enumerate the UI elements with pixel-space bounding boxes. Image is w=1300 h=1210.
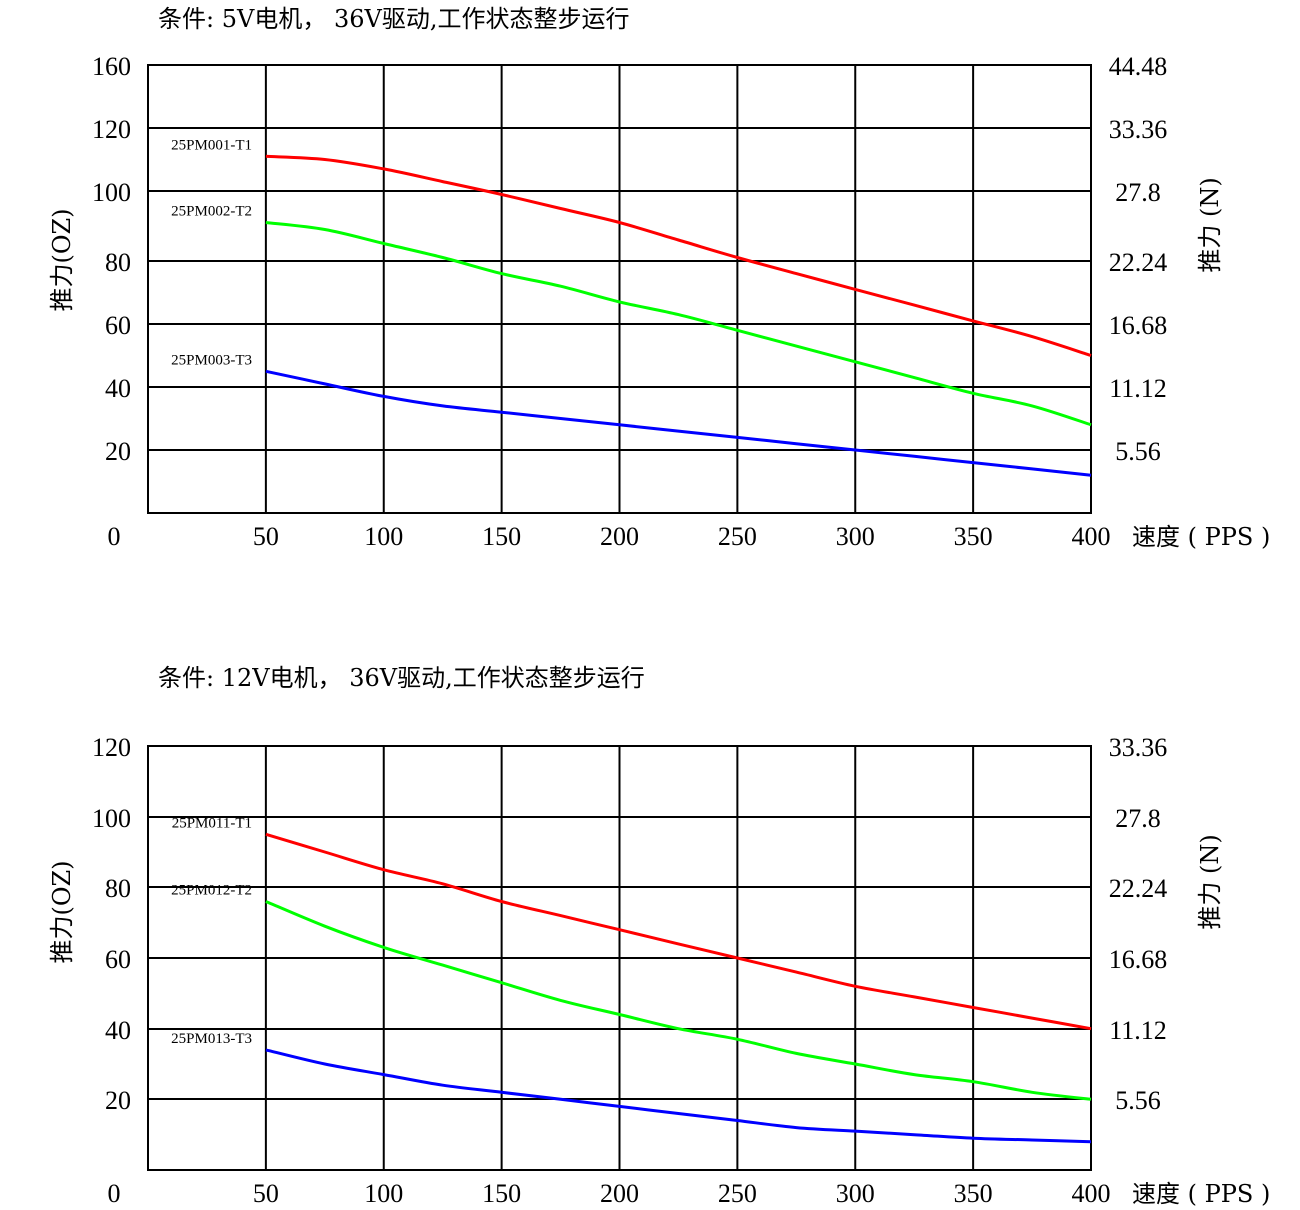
y2-tick-label: 11.12 bbox=[1109, 374, 1167, 403]
series-label: 25PM013-T3 bbox=[171, 1031, 252, 1047]
x-tick-label: 300 bbox=[836, 1179, 875, 1208]
y2-axis-label: 推力 (N) bbox=[1196, 177, 1224, 272]
x-tick-label: 200 bbox=[600, 1179, 639, 1208]
y-tick-label: 80 bbox=[105, 248, 131, 277]
y2-tick-label: 5.56 bbox=[1115, 1086, 1161, 1115]
series-line-25pm011-t1 bbox=[265, 832, 1092, 1031]
chart-title: 条件: 12V电机， 36V驱动,工作状态整步运行 bbox=[158, 664, 645, 692]
x-tick-label: 0 bbox=[108, 1179, 121, 1208]
series-line-25pm001-t1 bbox=[265, 154, 1092, 357]
x-tick-label: 50 bbox=[253, 522, 279, 551]
y2-axis-label: 推力 (N) bbox=[1196, 834, 1224, 929]
series-label: 25PM011-T1 bbox=[172, 815, 252, 831]
series-line-25pm012-t2 bbox=[265, 900, 1092, 1101]
y2-tick-label: 22.24 bbox=[1109, 248, 1168, 277]
y-axis-label: 推力(OZ) bbox=[48, 860, 76, 963]
x-axis-label: 速度 ( PPS ) bbox=[1132, 523, 1270, 551]
x-tick-label: 150 bbox=[482, 522, 521, 551]
y-tick-label: 100 bbox=[92, 804, 131, 833]
y2-tick-label: 27.8 bbox=[1115, 178, 1161, 207]
y2-tick-label: 27.8 bbox=[1115, 804, 1161, 833]
y2-tick-label: 16.68 bbox=[1109, 945, 1168, 974]
y-tick-label: 20 bbox=[105, 437, 131, 466]
x-tick-label: 400 bbox=[1072, 1179, 1111, 1208]
y-tick-label: 40 bbox=[105, 374, 131, 403]
chart-12v: 条件: 12V电机， 36V驱动,工作状态整步运行 120 100 80 60 40 20 3… bbox=[48, 664, 1270, 1208]
y-tick-label: 60 bbox=[105, 945, 131, 974]
chart-5v: 条件: 5V电机， 36V驱动,工作状态整步运行 160 120 100 80 60 40 2… bbox=[48, 5, 1270, 551]
y2-tick-label: 44.48 bbox=[1109, 52, 1168, 81]
y-axis-label: 推力(OZ) bbox=[48, 208, 76, 311]
y-tick-label: 40 bbox=[105, 1016, 131, 1045]
x-tick-label: 250 bbox=[718, 522, 757, 551]
x-tick-label: 350 bbox=[954, 522, 993, 551]
x-tick-label: 0 bbox=[108, 522, 121, 551]
y2-tick-label: 33.36 bbox=[1109, 733, 1168, 762]
y-tick-label: 160 bbox=[92, 52, 131, 81]
x-tick-label: 200 bbox=[600, 522, 639, 551]
y2-tick-label: 5.56 bbox=[1115, 437, 1161, 466]
x-tick-label: 50 bbox=[253, 1179, 279, 1208]
series-label: 25PM002-T2 bbox=[171, 204, 252, 220]
y2-tick-label: 22.24 bbox=[1109, 874, 1168, 903]
series-line-25pm013-t3 bbox=[265, 1048, 1092, 1144]
series-label: 25PM001-T1 bbox=[171, 137, 252, 153]
x-tick-label: 250 bbox=[718, 1179, 757, 1208]
x-tick-label: 100 bbox=[364, 1179, 403, 1208]
x-tick-label: 400 bbox=[1072, 522, 1111, 551]
series-label: 25PM003-T3 bbox=[171, 352, 252, 368]
x-tick-label: 300 bbox=[836, 522, 875, 551]
y-tick-label: 120 bbox=[92, 733, 131, 762]
series-line-25pm002-t2 bbox=[265, 221, 1092, 427]
x-tick-label: 150 bbox=[482, 1179, 521, 1208]
x-tick-label: 100 bbox=[364, 522, 403, 551]
x-tick-label: 350 bbox=[954, 1179, 993, 1208]
y-tick-label: 100 bbox=[92, 178, 131, 207]
y2-tick-label: 33.36 bbox=[1109, 115, 1168, 144]
y-tick-label: 20 bbox=[105, 1086, 131, 1115]
y-tick-label: 120 bbox=[92, 115, 131, 144]
y-tick-label: 80 bbox=[105, 874, 131, 903]
series-line-25pm003-t3 bbox=[265, 369, 1092, 477]
y2-tick-label: 11.12 bbox=[1109, 1016, 1167, 1045]
x-axis-label: 速度 ( PPS ) bbox=[1132, 1180, 1270, 1208]
chart-title: 条件: 5V电机， 36V驱动,工作状态整步运行 bbox=[158, 5, 629, 33]
y-tick-label: 60 bbox=[105, 311, 131, 340]
series-label: 25PM012-T2 bbox=[171, 882, 252, 898]
y2-tick-label: 16.68 bbox=[1109, 311, 1168, 340]
